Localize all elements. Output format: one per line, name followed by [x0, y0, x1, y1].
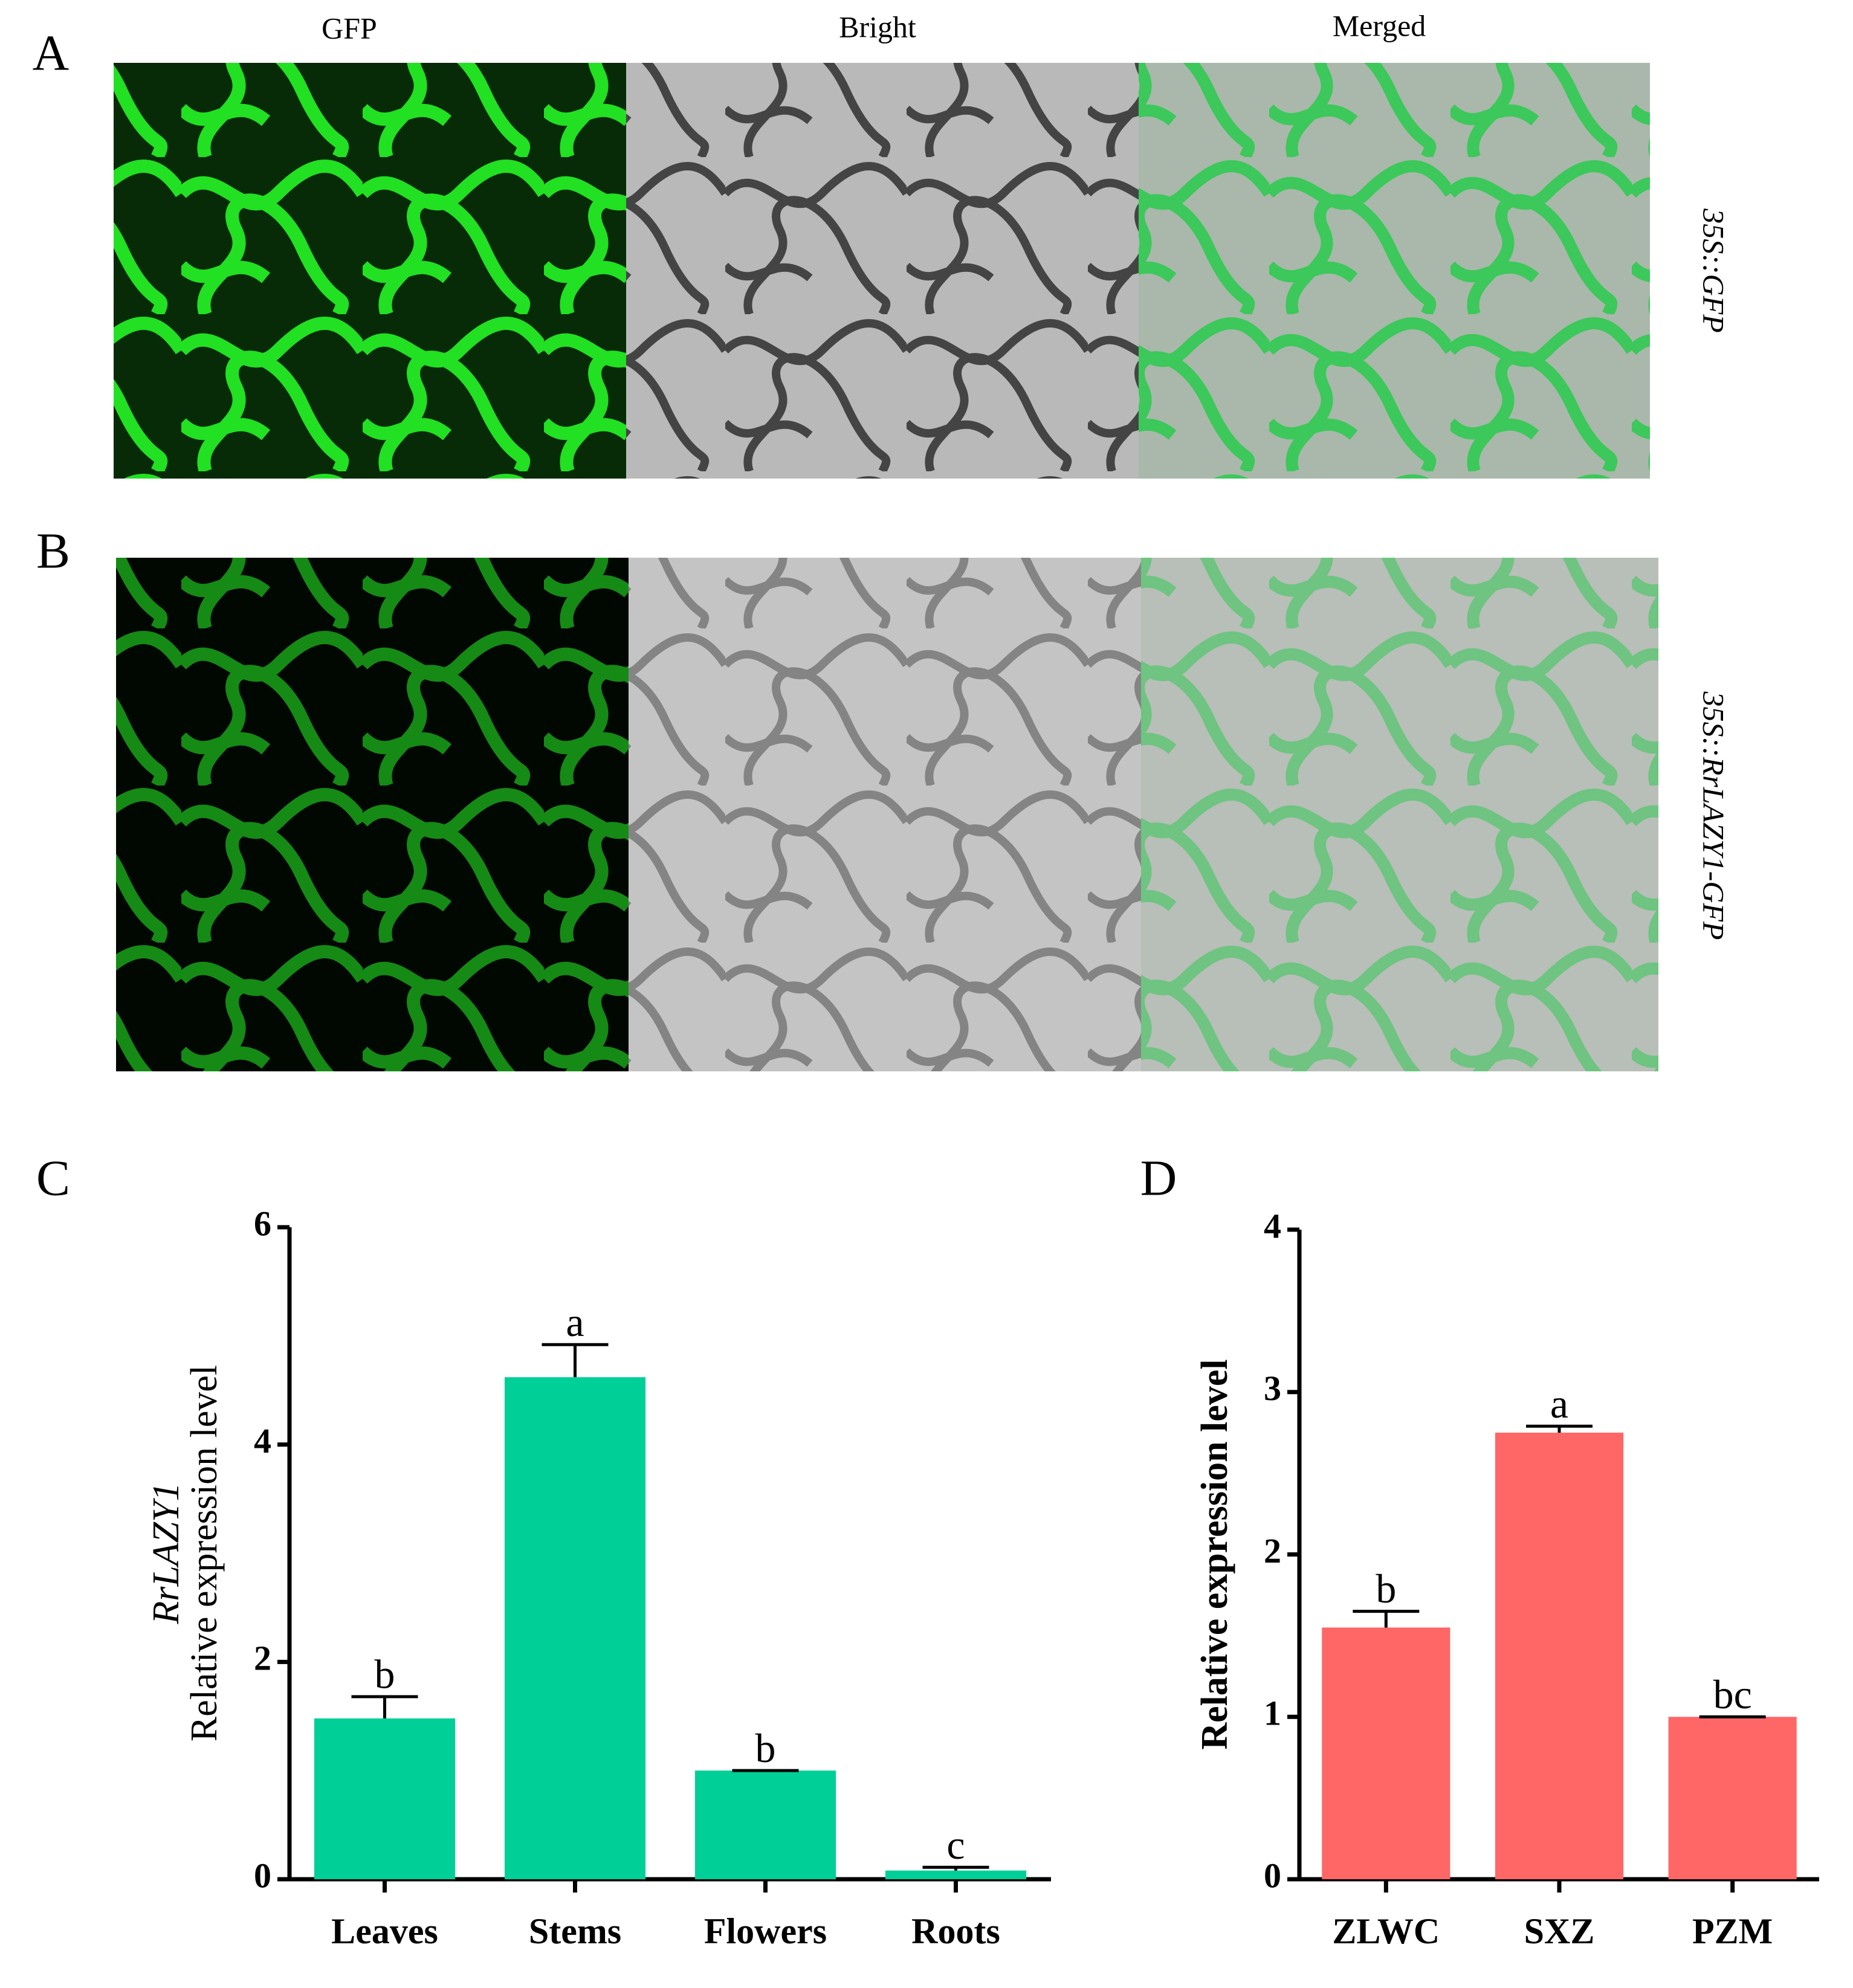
bright-image	[629, 558, 1141, 1071]
x-tick-label: Flowers	[704, 1911, 827, 1951]
y-axis-label: Relative expression level	[1194, 1359, 1235, 1749]
x-tick-label: Stems	[529, 1911, 621, 1951]
merged-image	[1141, 558, 1658, 1071]
significance-letter: c	[946, 1822, 965, 1868]
significance-letter: a	[566, 1299, 584, 1345]
error-bar	[542, 1343, 609, 1378]
panel-label: A	[33, 25, 70, 81]
y-tick-label: 2	[1264, 1531, 1281, 1570]
column-header: GFP	[322, 11, 377, 45]
significance-letter: b	[375, 1651, 395, 1697]
x-tick-label: SXZ	[1524, 1911, 1595, 1951]
row-label: 35S::GFP	[1697, 208, 1731, 333]
y-tick-label: 1	[1264, 1694, 1281, 1733]
error-bar	[1353, 1610, 1420, 1628]
significance-letter: b	[755, 1725, 776, 1771]
column-header: Bright	[839, 10, 916, 44]
y-axis-label: Relative expression level	[184, 1365, 225, 1741]
merged-image	[1139, 63, 1650, 479]
gfp-image	[114, 63, 626, 479]
bar	[1495, 1432, 1624, 1879]
x-tick-label: Roots	[911, 1911, 1000, 1951]
error-bar	[351, 1695, 418, 1719]
x-tick-label: ZLWC	[1332, 1911, 1440, 1951]
bar	[694, 1770, 836, 1879]
micrographs	[114, 63, 1658, 1071]
panel-label: D	[1140, 1150, 1177, 1206]
y-axis-label: RrLAZY1	[146, 1482, 187, 1624]
x-tick-label: Leaves	[331, 1911, 438, 1951]
panel-label: B	[36, 523, 70, 579]
bar	[1322, 1627, 1450, 1879]
x-tick-label: PZM	[1692, 1911, 1773, 1951]
y-tick-label: 4	[1264, 1206, 1281, 1245]
panel-label: C	[36, 1150, 70, 1206]
bar	[314, 1718, 456, 1879]
y-tick-label: 0	[1264, 1856, 1281, 1895]
error-bar	[1526, 1424, 1593, 1433]
significance-letter: b	[1376, 1566, 1396, 1612]
column-header: Merged	[1333, 8, 1426, 42]
y-tick-label: 3	[1264, 1369, 1281, 1408]
bright-image	[626, 63, 1139, 479]
significance-letter: bc	[1713, 1671, 1752, 1717]
y-tick-label: 0	[254, 1856, 271, 1895]
bar	[1668, 1717, 1797, 1879]
y-tick-label: 4	[254, 1421, 271, 1460]
y-tick-label: 2	[254, 1639, 271, 1678]
row-label: 35S::RrLAZY1-GFP	[1697, 691, 1731, 940]
bar	[504, 1377, 646, 1879]
error-bar	[922, 1865, 989, 1871]
significance-letter: a	[1550, 1381, 1568, 1427]
bar	[885, 1870, 1027, 1879]
y-tick-label: 6	[254, 1204, 271, 1243]
gfp-image	[116, 558, 629, 1071]
